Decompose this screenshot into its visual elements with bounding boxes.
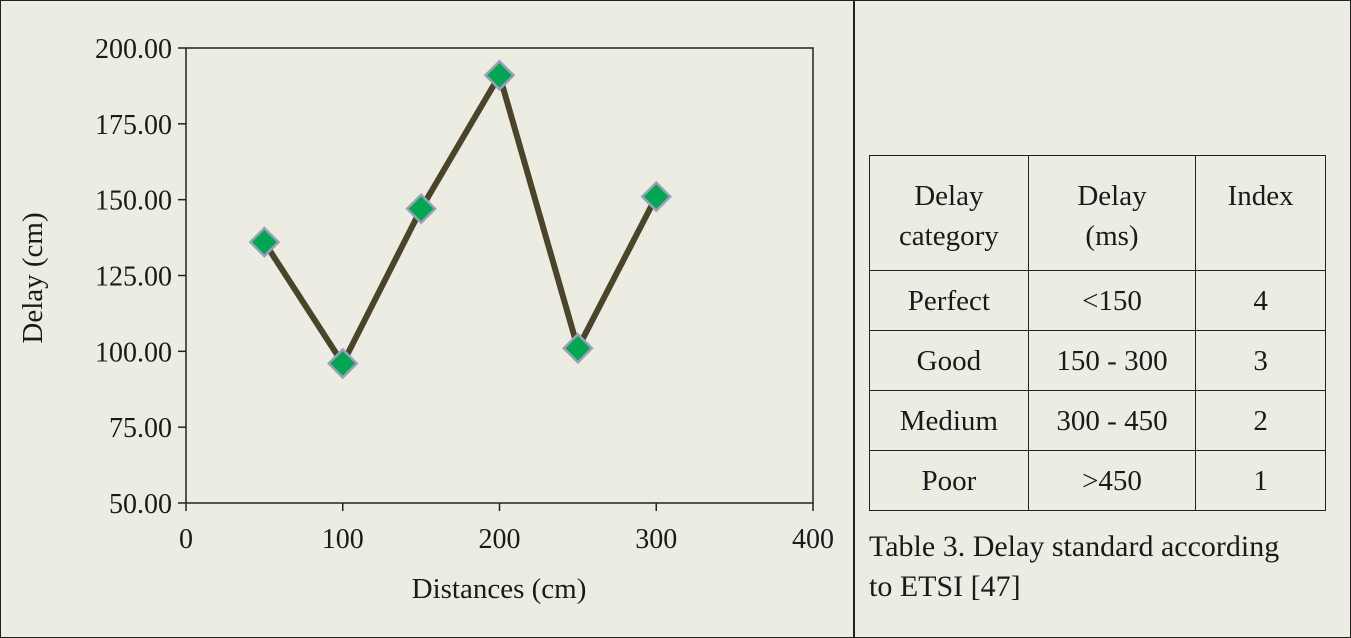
table-header-text: Index <box>1227 180 1294 212</box>
data-point-marker <box>248 226 281 258</box>
table-row: Poor >450 1 <box>869 450 1326 511</box>
table-header-cell: Delay category <box>869 155 1029 271</box>
y-tick-label: 150.00 <box>95 186 172 217</box>
table-cell: 4 <box>1195 270 1326 331</box>
y-tick-label: 50.00 <box>109 489 172 520</box>
caption-line-1: Table 3. Delay standard according <box>869 530 1280 563</box>
table-cell: 300 - 450 <box>1027 390 1197 451</box>
y-axis-label: Delay (cm) <box>17 212 49 343</box>
x-tick-label: 200 <box>479 524 521 555</box>
panel-divider <box>853 0 855 638</box>
table-header-row: Delay category Delay (ms) Index <box>869 155 1326 271</box>
x-axis-label: Distances (cm) <box>412 573 587 605</box>
table-row: Perfect <150 4 <box>869 270 1326 331</box>
table-cell: >450 <box>1027 450 1197 511</box>
data-point-marker <box>405 192 437 225</box>
x-tick-label: 400 <box>792 524 834 555</box>
series-line <box>261 67 659 370</box>
data-point-marker <box>326 347 359 380</box>
caption-line-2: to ETSI [47] <box>869 570 1021 603</box>
y-tick-label: 75.00 <box>109 413 172 444</box>
table-cell: 3 <box>1195 330 1326 391</box>
y-tick-label: 125.00 <box>95 262 172 293</box>
data-point-marker <box>483 59 516 92</box>
x-tick-label: 300 <box>635 524 677 555</box>
table-header-text: Delay <box>914 180 984 212</box>
table-header-cell: Delay (ms) <box>1027 155 1197 271</box>
plot-area <box>185 47 814 504</box>
table-cell: Medium <box>869 390 1029 451</box>
x-tick-label: 0 <box>179 524 193 555</box>
table-cell: Poor <box>869 450 1029 511</box>
table-cell: Perfect <box>869 270 1029 331</box>
y-tick-label: 100.00 <box>95 337 172 368</box>
table-cell: 150 - 300 <box>1027 330 1197 391</box>
table-header-text: Delay <box>1077 180 1147 212</box>
x-tick-label: 100 <box>322 524 364 555</box>
table-cell: <150 <box>1027 270 1197 331</box>
data-point-marker <box>640 180 673 213</box>
table-row: Good 150 - 300 3 <box>869 330 1326 391</box>
table-cell: Good <box>869 330 1029 391</box>
table-cell: 1 <box>1195 450 1326 511</box>
y-tick-label: 175.00 <box>95 110 172 141</box>
delay-standard-table: Delay category Delay (ms) Index Perfect <150 4 G… <box>869 155 1326 511</box>
table-header-text: (ms) <box>1085 220 1139 252</box>
table-header-text: category <box>898 220 999 252</box>
table-row: Medium 300 - 450 2 <box>869 390 1326 451</box>
table-header-cell: Index <box>1195 155 1326 271</box>
data-point-marker <box>562 332 594 365</box>
table-caption: Table 3. Delay standard according to ETS… <box>869 527 1339 607</box>
delay-line-chart: 200.00 175.00 150.00 125.00 100.00 75.00 50.00… <box>17 34 834 605</box>
table-cell: 2 <box>1195 390 1326 451</box>
y-tick-label: 200.00 <box>95 34 172 65</box>
